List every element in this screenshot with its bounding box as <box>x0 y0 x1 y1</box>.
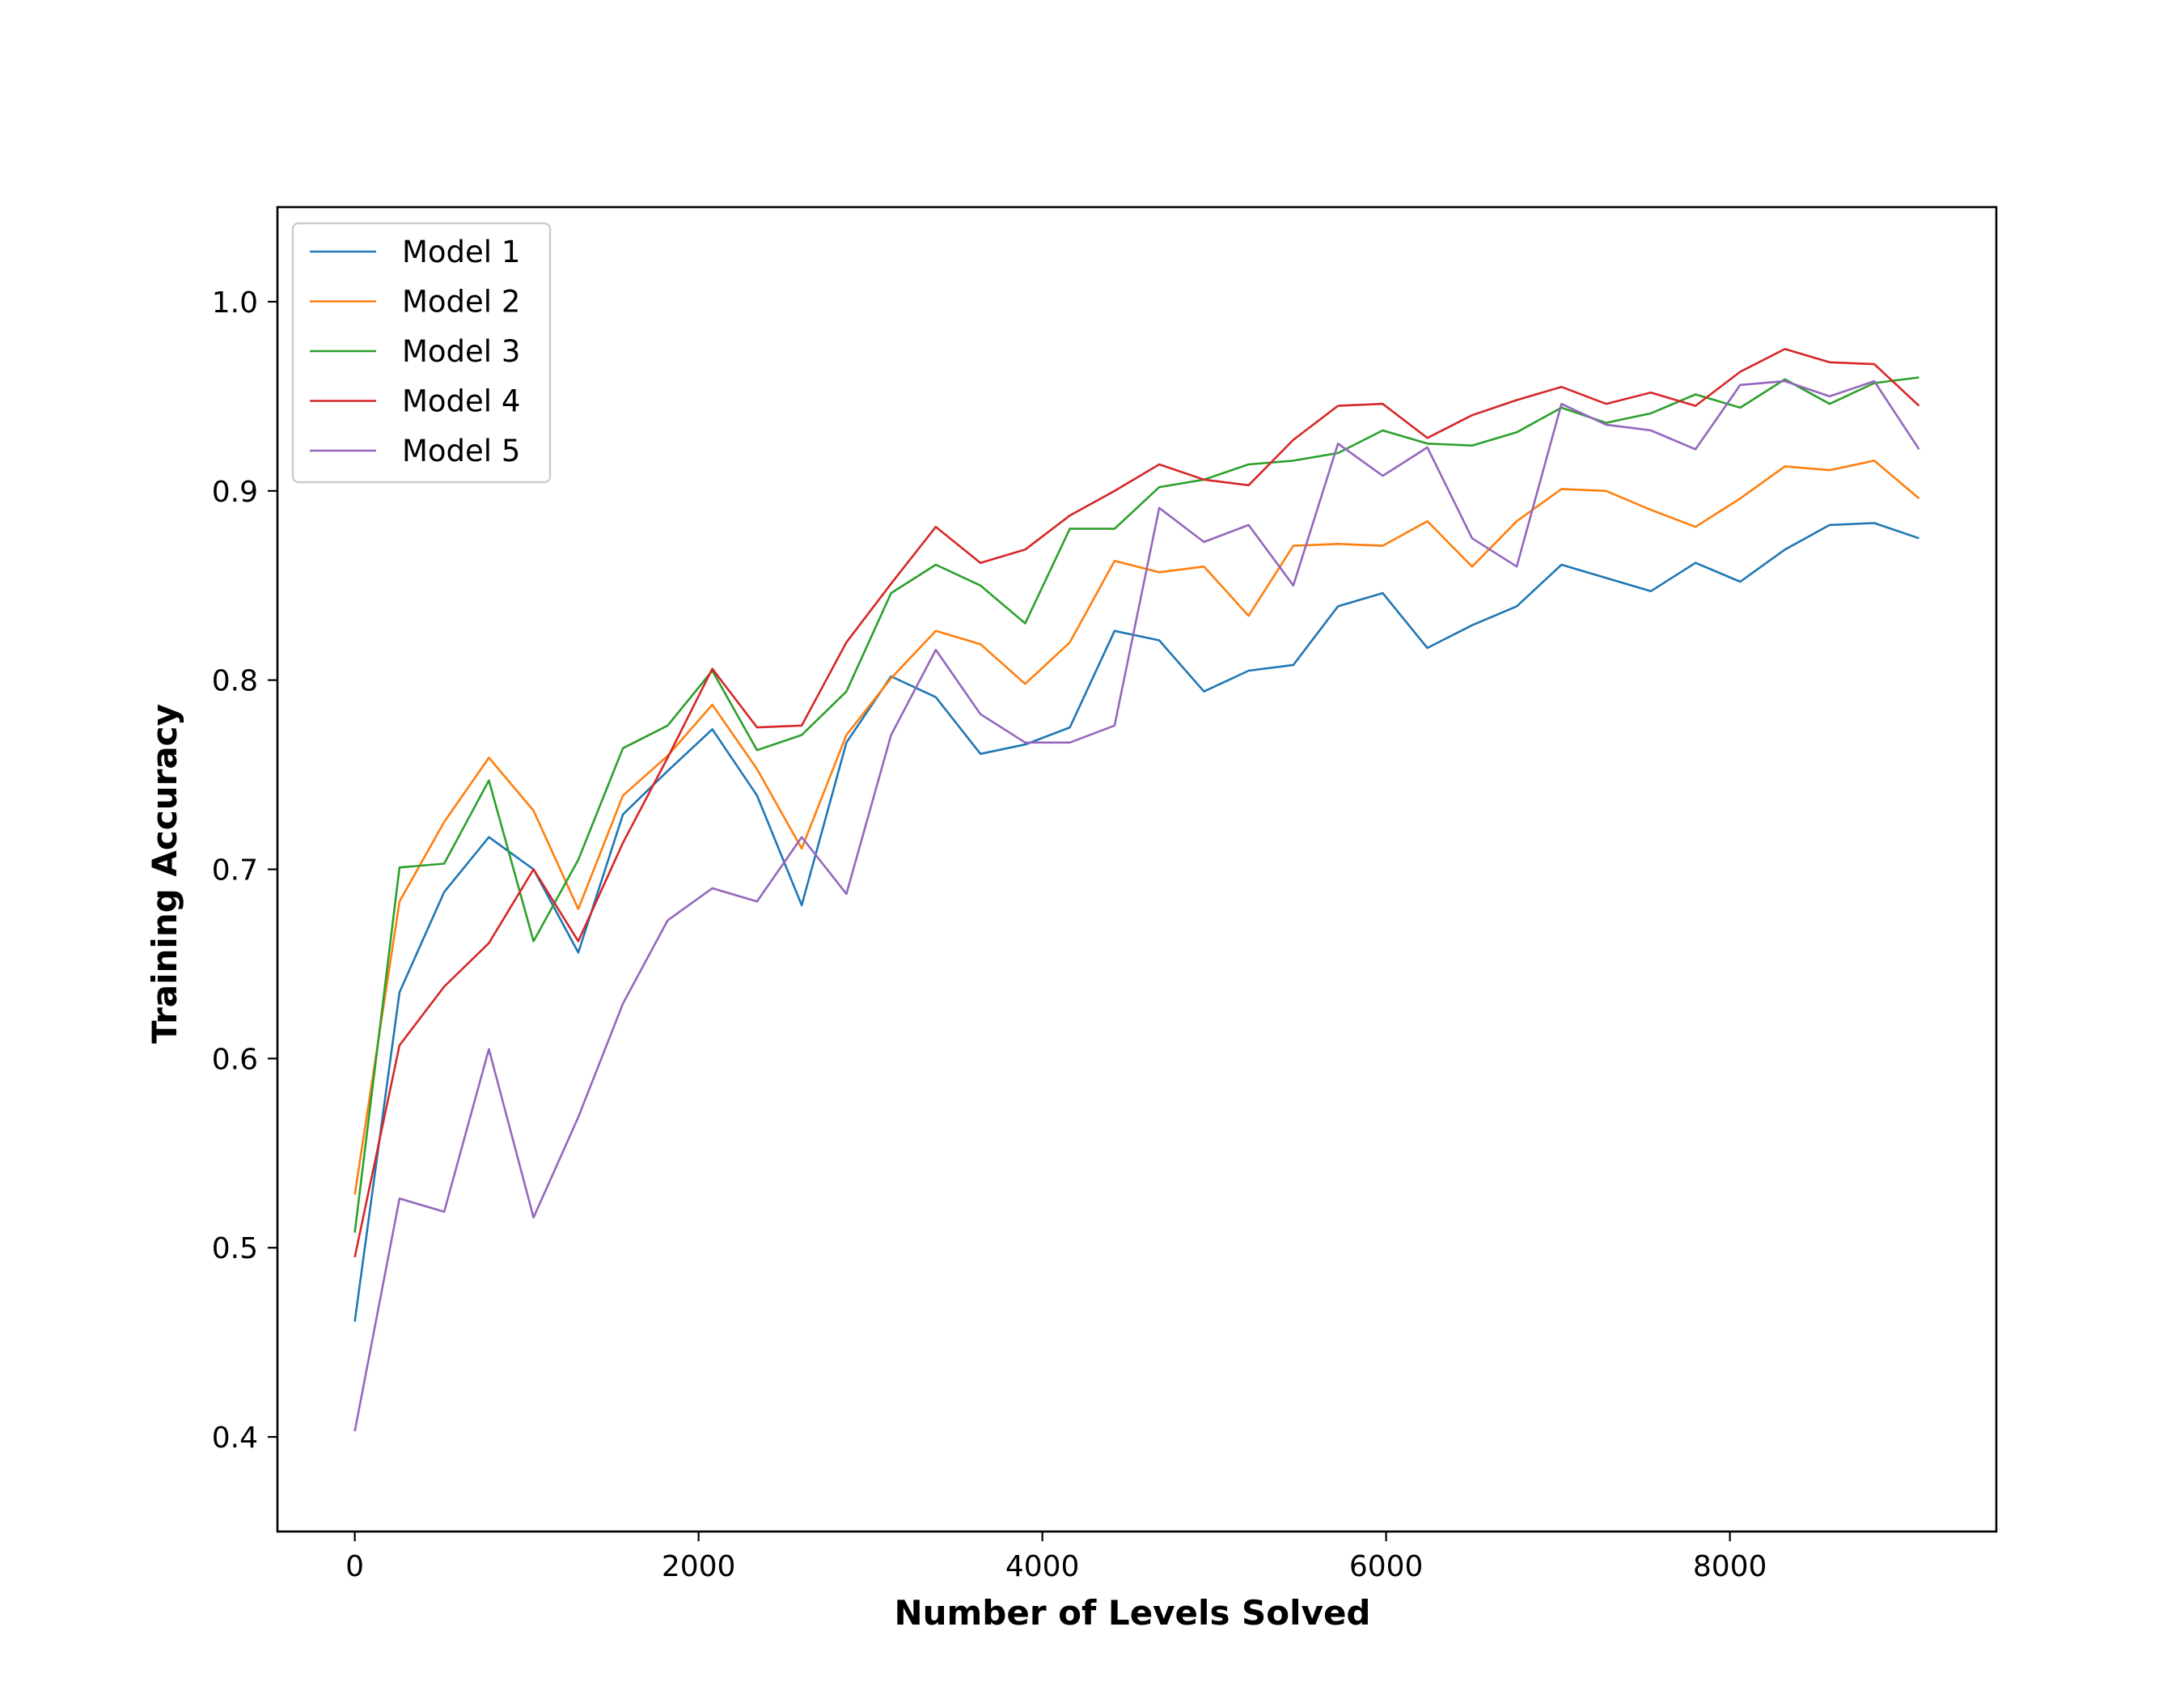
x-tick-label: 0 <box>345 1550 364 1583</box>
y-tick-label: 0.8 <box>212 665 258 698</box>
series-line-model-4 <box>353 348 1920 1258</box>
y-tick-label: 0.7 <box>212 854 258 888</box>
y-tick-label: 0.5 <box>212 1232 258 1265</box>
legend-box <box>291 222 552 484</box>
y-axis-ticks: 0.4 0.5 0.6 0.7 0.8 0.9 1.0 <box>212 286 277 1455</box>
series-line-model-3 <box>353 376 1919 1233</box>
x-tick-label: 2000 <box>662 1550 736 1583</box>
legend-label-model-1: Model 1 <box>402 235 520 269</box>
x-axis-label: Number of Levels Solved <box>894 1593 1370 1633</box>
legend: Model 1 Model 2 Model 3 Model 4 Model 5 <box>291 222 552 484</box>
legend-label-model-3: Model 3 <box>402 334 520 369</box>
x-axis-ticks: 0 2000 4000 6000 8000 <box>345 1532 1767 1583</box>
y-tick-label: 0.6 <box>212 1043 258 1076</box>
x-tick-label: 4000 <box>1005 1550 1080 1583</box>
y-tick-label: 0.4 <box>212 1421 258 1455</box>
x-tick-label: 6000 <box>1349 1550 1424 1583</box>
series-layer <box>353 348 1920 1432</box>
x-tick-label: 8000 <box>1693 1550 1767 1583</box>
y-tick-label: 0.9 <box>212 476 258 509</box>
series-line-model-5 <box>353 379 1920 1432</box>
y-tick-label: 1.0 <box>212 286 258 320</box>
y-axis-label: Training Accuracy <box>145 704 184 1044</box>
legend-label-model-2: Model 2 <box>402 285 520 320</box>
legend-label-model-5: Model 5 <box>402 434 520 468</box>
legend-label-model-4: Model 4 <box>402 384 520 419</box>
series-line-model-2 <box>353 460 1920 1195</box>
series-line-model-1 <box>353 522 1919 1322</box>
